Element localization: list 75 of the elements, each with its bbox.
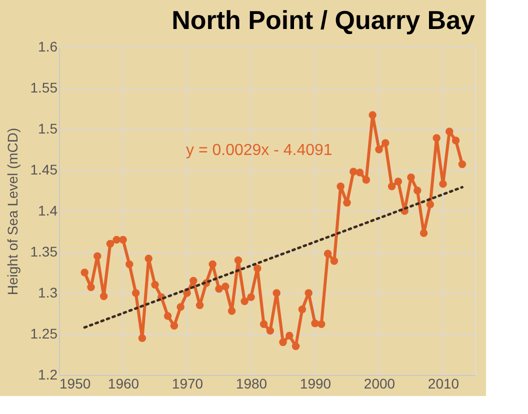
point (407, 174, 415, 182)
point (362, 176, 370, 184)
point (80, 268, 88, 276)
annotation: y = 0.0029x - 4.4091 (186, 142, 332, 159)
point (234, 256, 242, 264)
point (356, 168, 364, 176)
point (266, 326, 274, 335)
point (144, 254, 152, 262)
point (343, 198, 351, 207)
point (151, 280, 159, 289)
point (298, 306, 306, 314)
point (119, 236, 127, 244)
point (100, 292, 108, 300)
point (170, 322, 178, 330)
point (350, 168, 358, 176)
x-tick-label: 1970 (172, 376, 204, 392)
point (240, 297, 248, 306)
point (286, 332, 294, 340)
point (311, 319, 319, 328)
point (94, 252, 102, 260)
point (375, 146, 383, 154)
point (132, 289, 140, 297)
point (446, 128, 454, 136)
point (112, 236, 120, 244)
point (176, 303, 184, 311)
point (382, 139, 390, 147)
x-tick-label: 2000 (364, 376, 396, 392)
y-tick-label: 1.2 (38, 366, 58, 382)
point (318, 320, 326, 328)
point (414, 186, 422, 194)
y-axis-title: Height of Sea Level (mCD) (4, 128, 20, 296)
point (368, 111, 376, 119)
point (215, 285, 223, 293)
point (394, 178, 402, 186)
y-tick-label: 1.5 (38, 120, 58, 136)
y-tick-label: 1.45 (30, 162, 58, 178)
point (324, 250, 332, 258)
y-tick-label: 1.4 (38, 202, 58, 218)
y-tick-label: 1.55 (30, 80, 58, 96)
point (260, 320, 268, 328)
point (272, 289, 280, 297)
point (330, 257, 338, 265)
point (458, 160, 466, 168)
point (279, 338, 287, 346)
x-tick-label: 1960 (108, 376, 140, 392)
point (138, 334, 146, 342)
point (228, 307, 236, 315)
x-tick-label: 2010 (428, 376, 460, 392)
point (292, 342, 300, 350)
point (196, 301, 204, 310)
x-tick-label: 1990 (300, 376, 332, 392)
point (164, 312, 172, 320)
point (304, 289, 312, 297)
x-tick-label: 1980 (236, 376, 268, 392)
point (254, 264, 262, 272)
point (126, 260, 134, 268)
point (388, 182, 396, 190)
point (432, 134, 440, 142)
point (439, 180, 447, 188)
point (222, 282, 230, 290)
point (106, 240, 114, 248)
point (452, 136, 460, 144)
point (247, 293, 255, 301)
y-tick-label: 1.35 (30, 244, 58, 260)
y-tick-label: 1.25 (30, 326, 58, 342)
chart-title: North Point / Quarry Bay (172, 5, 476, 35)
point (208, 260, 216, 268)
y-tick-label: 1.6 (38, 38, 58, 54)
point (426, 200, 434, 208)
point (420, 229, 428, 238)
point (336, 182, 344, 190)
point (190, 276, 198, 285)
y-tick-label: 1.3 (38, 284, 58, 300)
point (87, 283, 95, 292)
x-tick-label: 1950 (60, 376, 91, 392)
